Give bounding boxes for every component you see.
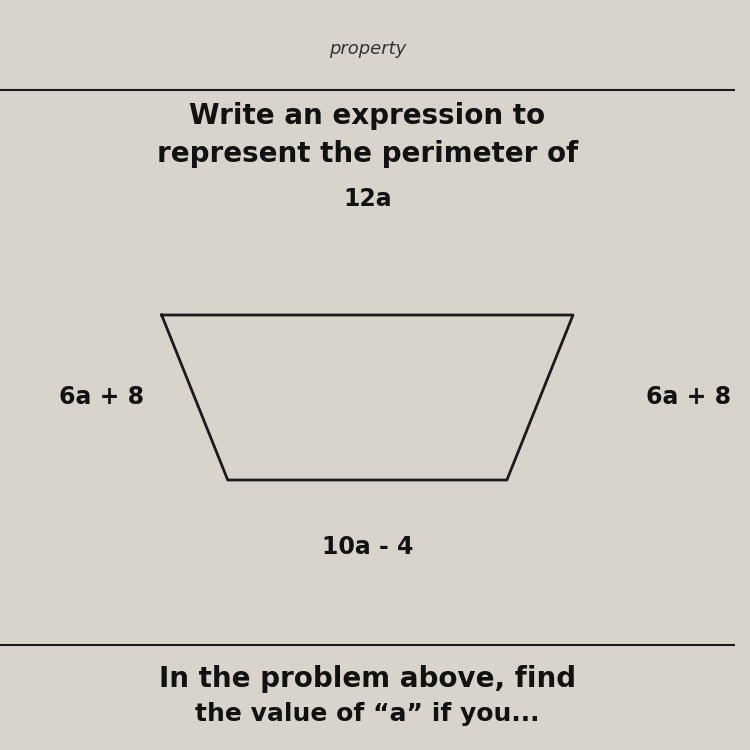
Text: the value of “a” if you...: the value of “a” if you...: [195, 702, 539, 726]
Text: 10a - 4: 10a - 4: [322, 536, 413, 560]
Text: property: property: [328, 40, 406, 58]
Text: In the problem above, find: In the problem above, find: [159, 664, 576, 693]
Text: 6a + 8: 6a + 8: [646, 386, 731, 410]
Text: 6a + 8: 6a + 8: [58, 386, 144, 410]
Text: represent the perimeter of: represent the perimeter of: [157, 140, 578, 168]
Text: Write an expression to: Write an expression to: [189, 102, 545, 130]
Text: 12a: 12a: [343, 187, 392, 211]
